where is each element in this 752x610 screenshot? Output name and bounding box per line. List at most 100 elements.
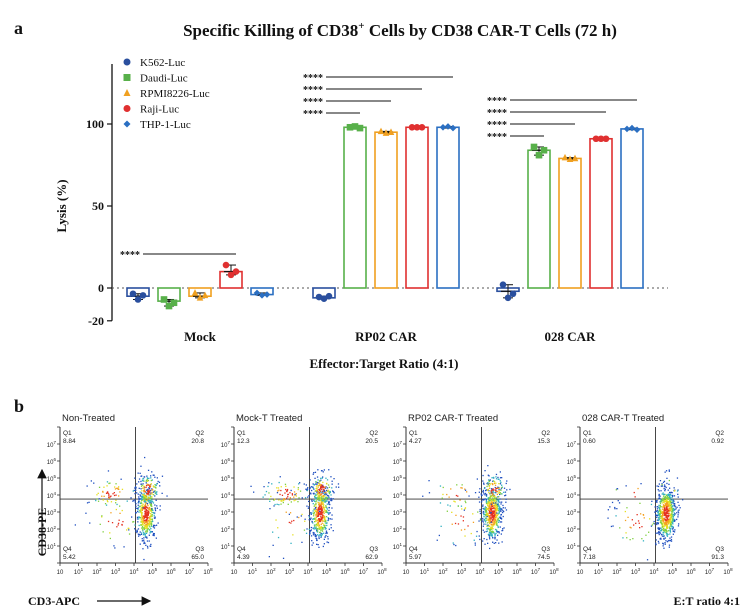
- scatter-dot: [299, 482, 301, 484]
- scatter-dot: [145, 510, 147, 512]
- quadrant-value: 91.3: [711, 554, 724, 561]
- scatter-dot: [666, 501, 668, 503]
- scatter-dot: [669, 530, 671, 532]
- scatter-dot: [496, 529, 498, 532]
- scatter-dot: [663, 484, 666, 486]
- scatter-dot: [428, 492, 431, 494]
- scatter-dot: [147, 479, 150, 482]
- scatter-dot: [330, 476, 332, 478]
- scatter-dot: [325, 532, 327, 535]
- scatter-dot: [616, 508, 618, 510]
- scatter-dot: [658, 504, 660, 506]
- scatter-dot: [487, 505, 489, 507]
- scatter-dot: [666, 515, 669, 517]
- scatter-dot: [323, 543, 325, 545]
- scatter-dot: [128, 529, 130, 531]
- scatter-dot: [665, 514, 668, 516]
- scatter-dot: [667, 526, 669, 528]
- scatter-dot: [483, 538, 485, 540]
- scatter-dot: [500, 508, 502, 510]
- scatter-dot: [495, 532, 497, 535]
- scatter-dot: [320, 517, 322, 520]
- scatter-dot: [315, 512, 317, 514]
- scatter-dot: [155, 499, 157, 501]
- scatter-dot: [147, 507, 149, 509]
- scatter-dot: [494, 536, 496, 539]
- scatter-dot: [487, 515, 489, 518]
- scatter-dot: [311, 540, 313, 542]
- scatter-dot: [322, 501, 324, 503]
- scatter-dot: [321, 505, 323, 508]
- scatter-dot: [607, 517, 609, 519]
- scatter-dot: [494, 533, 496, 535]
- flow-y-tick-label: 101: [221, 542, 231, 551]
- scatter-dot: [654, 511, 656, 513]
- scatter-dot: [479, 512, 482, 515]
- scatter-dot: [318, 504, 320, 507]
- scatter-dot: [140, 480, 142, 483]
- scatter-dot: [495, 510, 497, 512]
- scatter-dot: [153, 534, 155, 537]
- scatter-dot: [448, 496, 450, 498]
- scatter-dot: [154, 507, 156, 509]
- scatter-dot: [674, 529, 676, 531]
- flow-scatter-dots: [422, 465, 511, 550]
- scatter-dot: [488, 501, 491, 503]
- scatter-dot: [132, 500, 134, 502]
- scatter-dot: [449, 505, 451, 507]
- scatter-dot: [501, 530, 503, 532]
- scatter-dot: [664, 503, 666, 505]
- scatter-dot: [139, 494, 141, 496]
- scatter-dot: [493, 502, 495, 504]
- scatter-dot: [660, 485, 662, 487]
- scatter-dot: [667, 519, 669, 521]
- scatter-dot: [669, 494, 671, 496]
- panel-a-label: a: [14, 18, 23, 38]
- scatter-dot: [147, 484, 149, 486]
- scatter-dot: [663, 506, 666, 509]
- scatter-dot: [663, 501, 665, 503]
- scatter-dot: [297, 501, 299, 503]
- scatter-dot: [315, 520, 317, 523]
- scatter-dot: [672, 523, 674, 525]
- scatter-dot: [286, 490, 288, 493]
- scatter-dot: [422, 495, 424, 497]
- scatter-dot: [492, 522, 494, 524]
- scatter-dot: [665, 486, 667, 489]
- scatter-dot: [663, 524, 665, 526]
- scatter-dot: [144, 504, 146, 506]
- scatter-dot: [143, 524, 145, 526]
- scatter-dot: [140, 483, 142, 485]
- scatter-dot: [650, 503, 653, 506]
- scatter-dot: [122, 521, 124, 523]
- scatter-dot: [109, 537, 111, 540]
- scatter-dot: [665, 504, 667, 506]
- scatter-dot: [495, 482, 497, 484]
- scatter-dot: [153, 524, 155, 526]
- scatter-dot: [319, 483, 321, 485]
- scatter-dot: [667, 518, 669, 520]
- flow-x-tick-label: 101: [594, 567, 604, 576]
- scatter-dot: [485, 489, 488, 491]
- scatter-dot: [141, 502, 143, 504]
- scatter-dot: [320, 477, 322, 479]
- scatter-dot: [317, 528, 319, 530]
- scatter-dot: [656, 506, 658, 508]
- scatter-dot: [666, 520, 668, 522]
- scatter-dot: [487, 533, 490, 536]
- scatter-dot: [496, 490, 498, 493]
- scatter-dot: [315, 485, 318, 487]
- scatter-dot: [322, 500, 324, 502]
- scatter-dot: [312, 487, 314, 489]
- scatter-dot: [142, 483, 144, 485]
- scatter-dot: [321, 517, 323, 519]
- scatter-dot: [98, 486, 101, 488]
- scatter-dot: [320, 534, 322, 537]
- scatter-dot: [665, 511, 668, 513]
- scatter-dot: [287, 503, 289, 505]
- scatter-dot: [148, 491, 150, 494]
- scatter-dot: [141, 520, 143, 522]
- scatter-dot: [490, 527, 492, 529]
- scatter-dot: [659, 532, 661, 534]
